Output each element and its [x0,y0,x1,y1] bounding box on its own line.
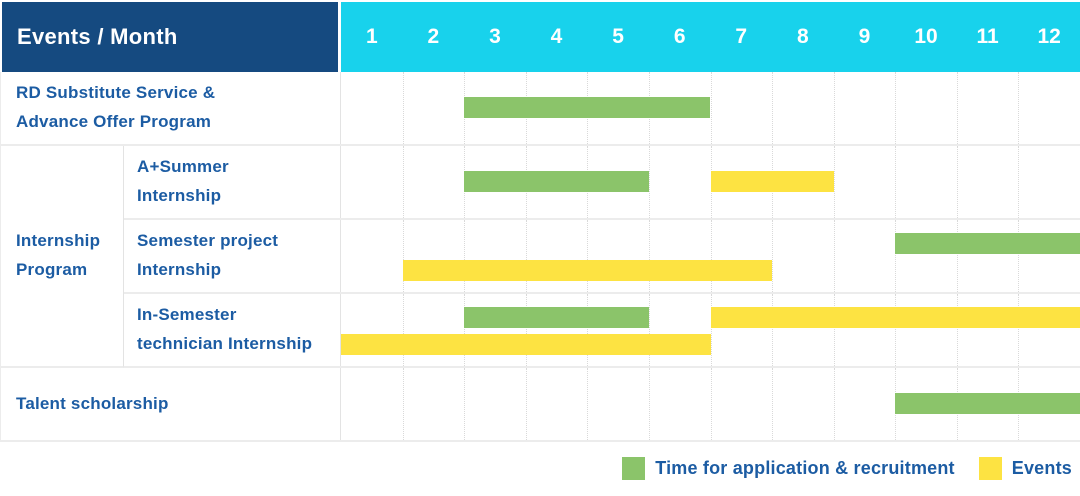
month-gridline [895,220,896,292]
month-gridline [772,220,773,292]
month-label: 1 [341,2,403,72]
month-gridline [464,368,465,440]
legend-label-events: Events [1012,458,1072,479]
month-gridline [895,146,896,218]
month-gridline [834,220,835,292]
month-gridline [403,72,404,144]
bar-event [341,334,711,355]
month-label: 7 [710,2,772,72]
row-label-talent-scholarship: Talent scholarship [1,368,341,440]
bar-event [403,260,773,281]
month-gridline [403,220,404,292]
month-gridline [464,220,465,292]
legend-label-application: Time for application & recruitment [655,458,955,479]
month-label: 2 [403,2,465,72]
month-gridline [834,294,835,366]
legend-item-events: Events [979,457,1072,480]
month-gridline [895,72,896,144]
row-rd-substitute-service: RD Substitute Service & Advance Offer Pr… [1,72,1080,146]
month-label: 11 [957,2,1019,72]
application-color-swatch [622,457,645,480]
events-month-header: Events / Month [0,2,341,72]
month-gridline [649,220,650,292]
group-label-internship-program: Internship Program [1,146,124,368]
month-gridline [895,294,896,366]
row-label-semester-project-internship: Semester project Internship [124,220,341,292]
month-gridline [526,368,527,440]
month-gridline [957,220,958,292]
row-in-semester-technician-internship: In-Semester technician Internship [124,294,1080,368]
month-label: 10 [895,2,957,72]
month-label: 9 [834,2,896,72]
row-label-in-semester-technician-internship: In-Semester technician Internship [124,294,341,366]
month-gridline [772,294,773,366]
month-gridline [711,220,712,292]
month-label: 8 [772,2,834,72]
row-semester-project-internship: Semester project Internship [124,220,1080,294]
month-gridline [1018,146,1019,218]
month-label: 6 [649,2,711,72]
month-gridline [587,294,588,366]
bar-application [895,393,1080,414]
bar-application [464,171,649,192]
month-gridline [649,146,650,218]
month-gridline [711,294,712,366]
month-gridline [772,368,773,440]
chart-lane-a-plus-summer-internship [341,146,1080,218]
bar-application [464,97,710,118]
month-gridline [834,146,835,218]
month-gridline [403,146,404,218]
month-gridline [834,72,835,144]
month-gridline [957,72,958,144]
month-gridline [649,294,650,366]
month-gridline [834,368,835,440]
month-gridline [1018,294,1019,366]
chart-lane-talent-scholarship [341,368,1080,440]
events-color-swatch [979,457,1002,480]
month-gridline [464,294,465,366]
month-gridline [711,368,712,440]
month-gridline [403,294,404,366]
row-label-a-plus-summer-internship: A+Summer Internship [124,146,341,218]
chart-lane-in-semester-technician-internship [341,294,1080,366]
month-gridline [526,294,527,366]
month-gridline [957,146,958,218]
month-gridline [526,220,527,292]
month-label: 4 [526,2,588,72]
month-gridline [403,368,404,440]
internship-program-group: Internship Program A+Summer Internship S… [1,146,1080,368]
month-gridline [587,220,588,292]
month-gridline [772,72,773,144]
month-label: 3 [464,2,526,72]
chart-lane-semester-project-internship [341,220,1080,292]
month-gridline [1018,220,1019,292]
table-body: RD Substitute Service & Advance Offer Pr… [0,72,1080,442]
month-gridline [1018,72,1019,144]
chart-lane-rd-substitute-service [341,72,1080,144]
legend-item-application: Time for application & recruitment [622,457,955,480]
row-a-plus-summer-internship: A+Summer Internship [124,146,1080,220]
legend: Time for application & recruitment Event… [0,442,1080,480]
month-gridline [587,368,588,440]
row-label-rd-substitute-service: RD Substitute Service & Advance Offer Pr… [1,72,341,144]
month-gridline [649,368,650,440]
row-talent-scholarship: Talent scholarship [1,368,1080,442]
month-gridline [711,72,712,144]
month-label: 12 [1018,2,1080,72]
bar-application [895,233,1080,254]
bar-event [711,307,1080,328]
bar-application [464,307,649,328]
month-gridline [957,294,958,366]
month-label: 5 [587,2,649,72]
internship-program-subrows: A+Summer Internship Semester project Int… [124,146,1080,368]
bar-event [711,171,834,192]
